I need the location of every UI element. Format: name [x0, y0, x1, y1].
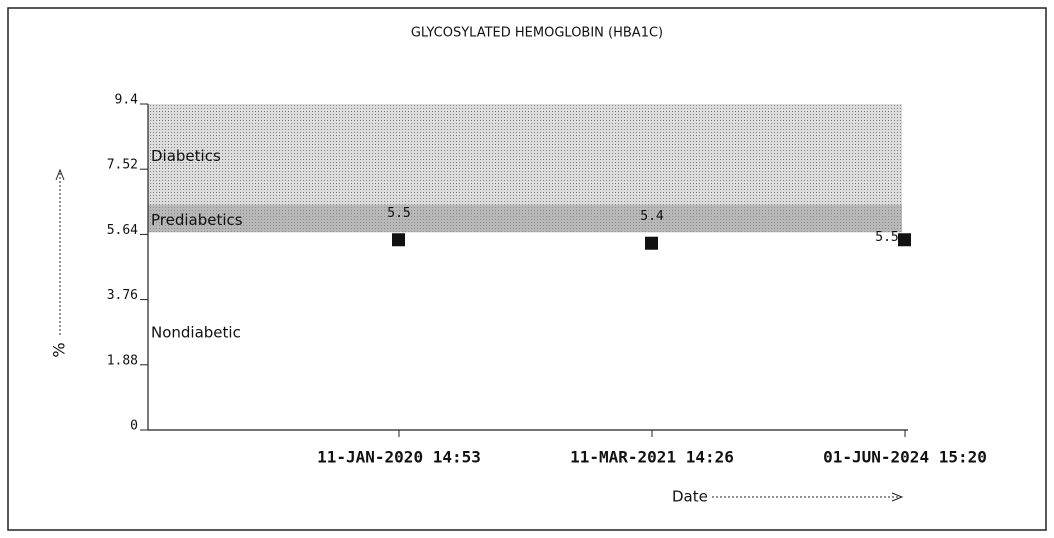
y-arrow-head — [55, 168, 65, 181]
band-texture — [148, 104, 902, 205]
y-tick-label: 0 — [130, 419, 138, 434]
bands: Nondiabetic Prediabetics Diabetics — [148, 104, 902, 430]
y-tick-label: 3.76 — [107, 288, 138, 303]
x-axis-label: Date — [672, 488, 708, 506]
band-label: Diabetics — [151, 147, 221, 165]
band-label: Prediabetics — [151, 211, 243, 229]
point — [898, 233, 911, 247]
y-tick-label: 9.4 — [115, 93, 139, 108]
y-tick-label: 5.64 — [107, 223, 138, 238]
band — [148, 232, 902, 430]
x-tick-label: 11-MAR-2021 14:26 — [570, 448, 734, 467]
point — [645, 236, 658, 250]
y-tick-label: 1.88 — [107, 353, 138, 368]
x-tick-label: 01-JUN-2024 15:20 — [823, 448, 987, 467]
x-arrow-head — [891, 492, 904, 502]
band-label: Nondiabetic — [151, 324, 241, 342]
point — [392, 233, 405, 247]
chart-title: GLYCOSYLATED HEMOGLOBIN (HBA1C) — [411, 26, 663, 41]
x-tick-label: 11-JAN-2020 14:53 — [317, 448, 481, 467]
y-tick-label: 7.52 — [107, 158, 138, 173]
value-label: 5.5 — [875, 230, 898, 245]
y-axis-label: % — [50, 342, 69, 357]
value-label: 5.4 — [640, 209, 664, 224]
value-label: 5.5 — [387, 206, 410, 221]
band-texture — [148, 204, 902, 233]
